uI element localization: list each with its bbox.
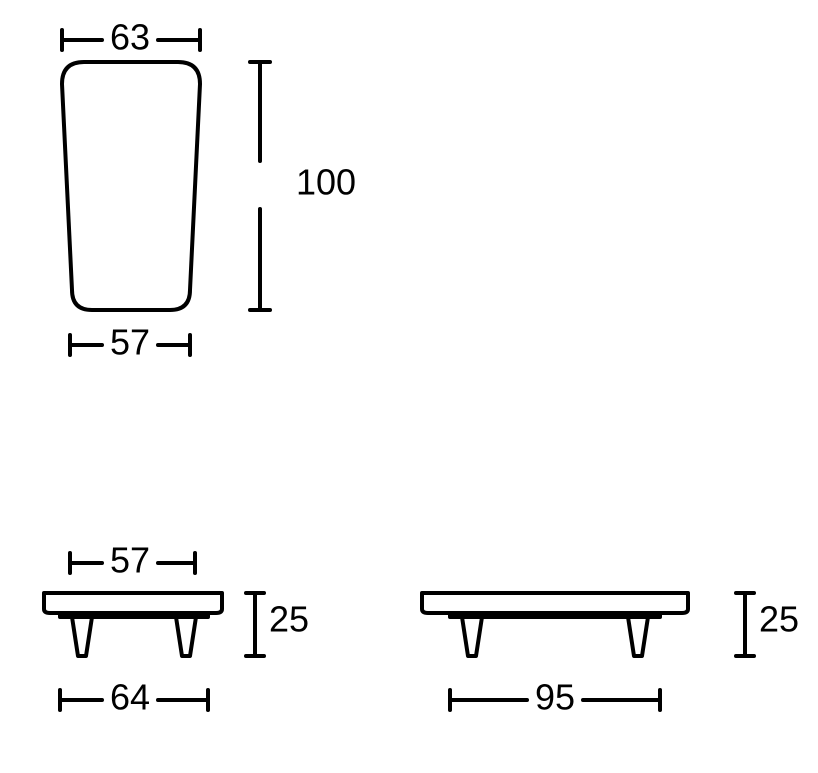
front-right-leg-left [462, 617, 482, 656]
front-left-leg-left [72, 617, 92, 656]
technical-drawing: 63 57 100 57 25 64 25 95 [0, 0, 818, 773]
front_left.dim_top.label: 57 [110, 540, 150, 581]
front_left.dim_right.label: 25 [269, 599, 309, 640]
front-right-leg-right [628, 617, 648, 656]
front-left-leg-right [176, 617, 196, 656]
top_view.dim_right.label: 100 [296, 162, 356, 203]
front_right.dim_bottom.label: 95 [535, 677, 575, 718]
front-left-slab [44, 593, 222, 613]
front-right-slab [422, 593, 688, 613]
top_view.dim_bottom.label: 57 [110, 322, 150, 363]
front_right.dim_right.label: 25 [759, 599, 799, 640]
front_left.dim_bottom.label: 64 [110, 677, 150, 718]
top-view-outline [62, 62, 200, 310]
top_view.dim_top.label: 63 [110, 17, 150, 58]
